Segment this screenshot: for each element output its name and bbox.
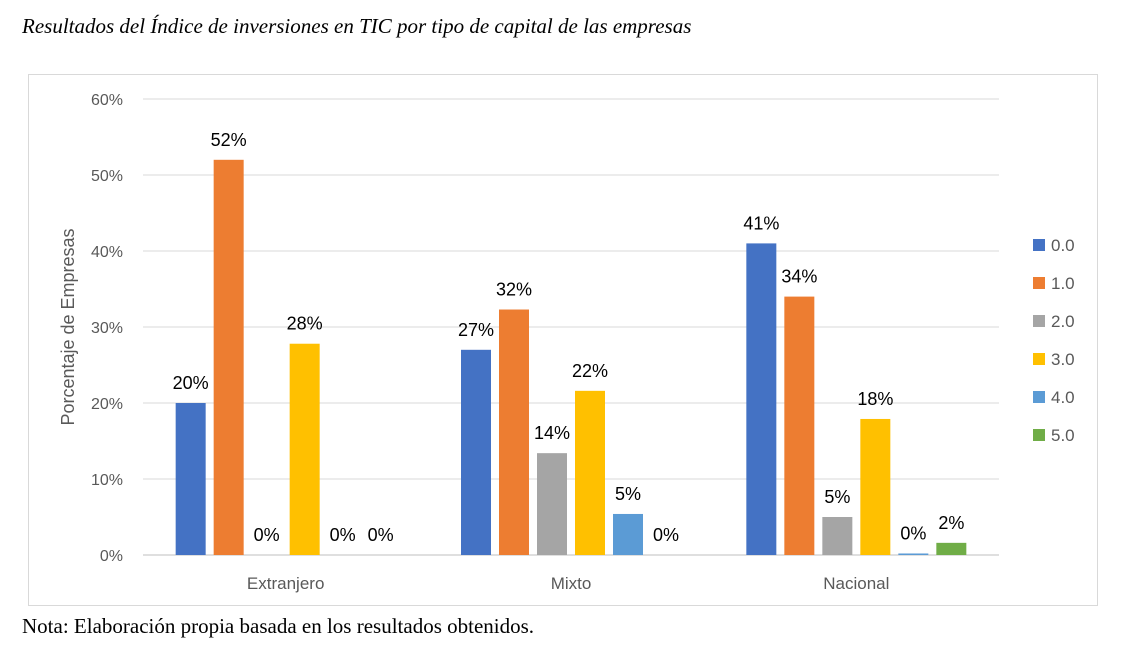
- y-tick-label: 40%: [91, 244, 123, 261]
- data-label: 0%: [368, 525, 394, 545]
- legend-label: 3.0: [1051, 350, 1075, 369]
- bar-nacional-0-0: [746, 243, 777, 555]
- y-tick-label: 0%: [100, 548, 123, 565]
- legend-swatch: [1033, 315, 1045, 327]
- figure-title: Resultados del Índice de inversiones en …: [22, 14, 692, 38]
- bar-extranjero-3-0: [289, 343, 320, 555]
- y-tick-label: 10%: [91, 472, 123, 489]
- data-label: 0%: [900, 523, 926, 543]
- y-tick-label: 50%: [91, 168, 123, 185]
- figure-note: Nota: Elaboración propia basada en los r…: [22, 614, 535, 638]
- x-category-label: Nacional: [823, 574, 889, 593]
- bar-mixto-1-0: [499, 309, 529, 555]
- data-label: 22%: [572, 361, 608, 381]
- bar-nacional-5-0: [936, 542, 967, 555]
- data-label: 18%: [857, 389, 893, 409]
- legend-label: 4.0: [1051, 388, 1075, 407]
- legend-swatch: [1033, 239, 1045, 251]
- bar-mixto-3-0: [575, 390, 605, 555]
- x-category-label: Extranjero: [247, 574, 324, 593]
- bar-mixto-0-0: [461, 349, 491, 555]
- data-label: 2%: [938, 513, 964, 533]
- legend-label: 5.0: [1051, 426, 1075, 445]
- legend-swatch: [1033, 429, 1045, 441]
- data-label: 41%: [743, 213, 779, 233]
- bar-nacional-1-0: [784, 296, 815, 555]
- data-label: 0%: [330, 525, 356, 545]
- data-label: 5%: [615, 484, 641, 504]
- data-label: 52%: [211, 130, 247, 150]
- bar-mixto-2-0: [537, 453, 567, 555]
- data-label: 28%: [287, 314, 323, 334]
- legend-label: 0.0: [1051, 236, 1075, 255]
- chart-frame: 0% 10% 20% 30% 40% 50% 60% Porcentaje de Empres…: [28, 74, 1098, 606]
- y-axis-title: Porcentaje de Empresas: [58, 228, 78, 425]
- data-label: 0%: [254, 525, 280, 545]
- data-label: 14%: [534, 423, 570, 443]
- bar-nacional-4-0: [898, 553, 929, 555]
- bar-extranjero-1-0: [213, 159, 244, 556]
- bar-nacional-2-0: [822, 517, 853, 555]
- legend-swatch: [1033, 391, 1045, 403]
- bar-chart: 0% 10% 20% 30% 40% 50% 60% Porcentaje de Empres…: [58, 92, 1075, 593]
- y-tick-label: 30%: [91, 320, 123, 337]
- data-label: 0%: [653, 525, 679, 545]
- data-label: 27%: [458, 320, 494, 340]
- data-label: 5%: [824, 487, 850, 507]
- x-category-label: Mixto: [551, 574, 592, 593]
- data-label: 34%: [781, 267, 817, 287]
- y-tick-label: 60%: [91, 92, 123, 109]
- legend-swatch: [1033, 277, 1045, 289]
- data-label: 20%: [173, 373, 209, 393]
- bar-extranjero-0-0: [175, 403, 206, 555]
- legend-label: 1.0: [1051, 274, 1075, 293]
- legend-label: 2.0: [1051, 312, 1075, 331]
- bar-mixto-4-0: [613, 513, 643, 555]
- legend-swatch: [1033, 353, 1045, 365]
- data-label: 32%: [496, 280, 532, 300]
- bar-nacional-3-0: [860, 418, 891, 555]
- y-tick-label: 20%: [91, 396, 123, 413]
